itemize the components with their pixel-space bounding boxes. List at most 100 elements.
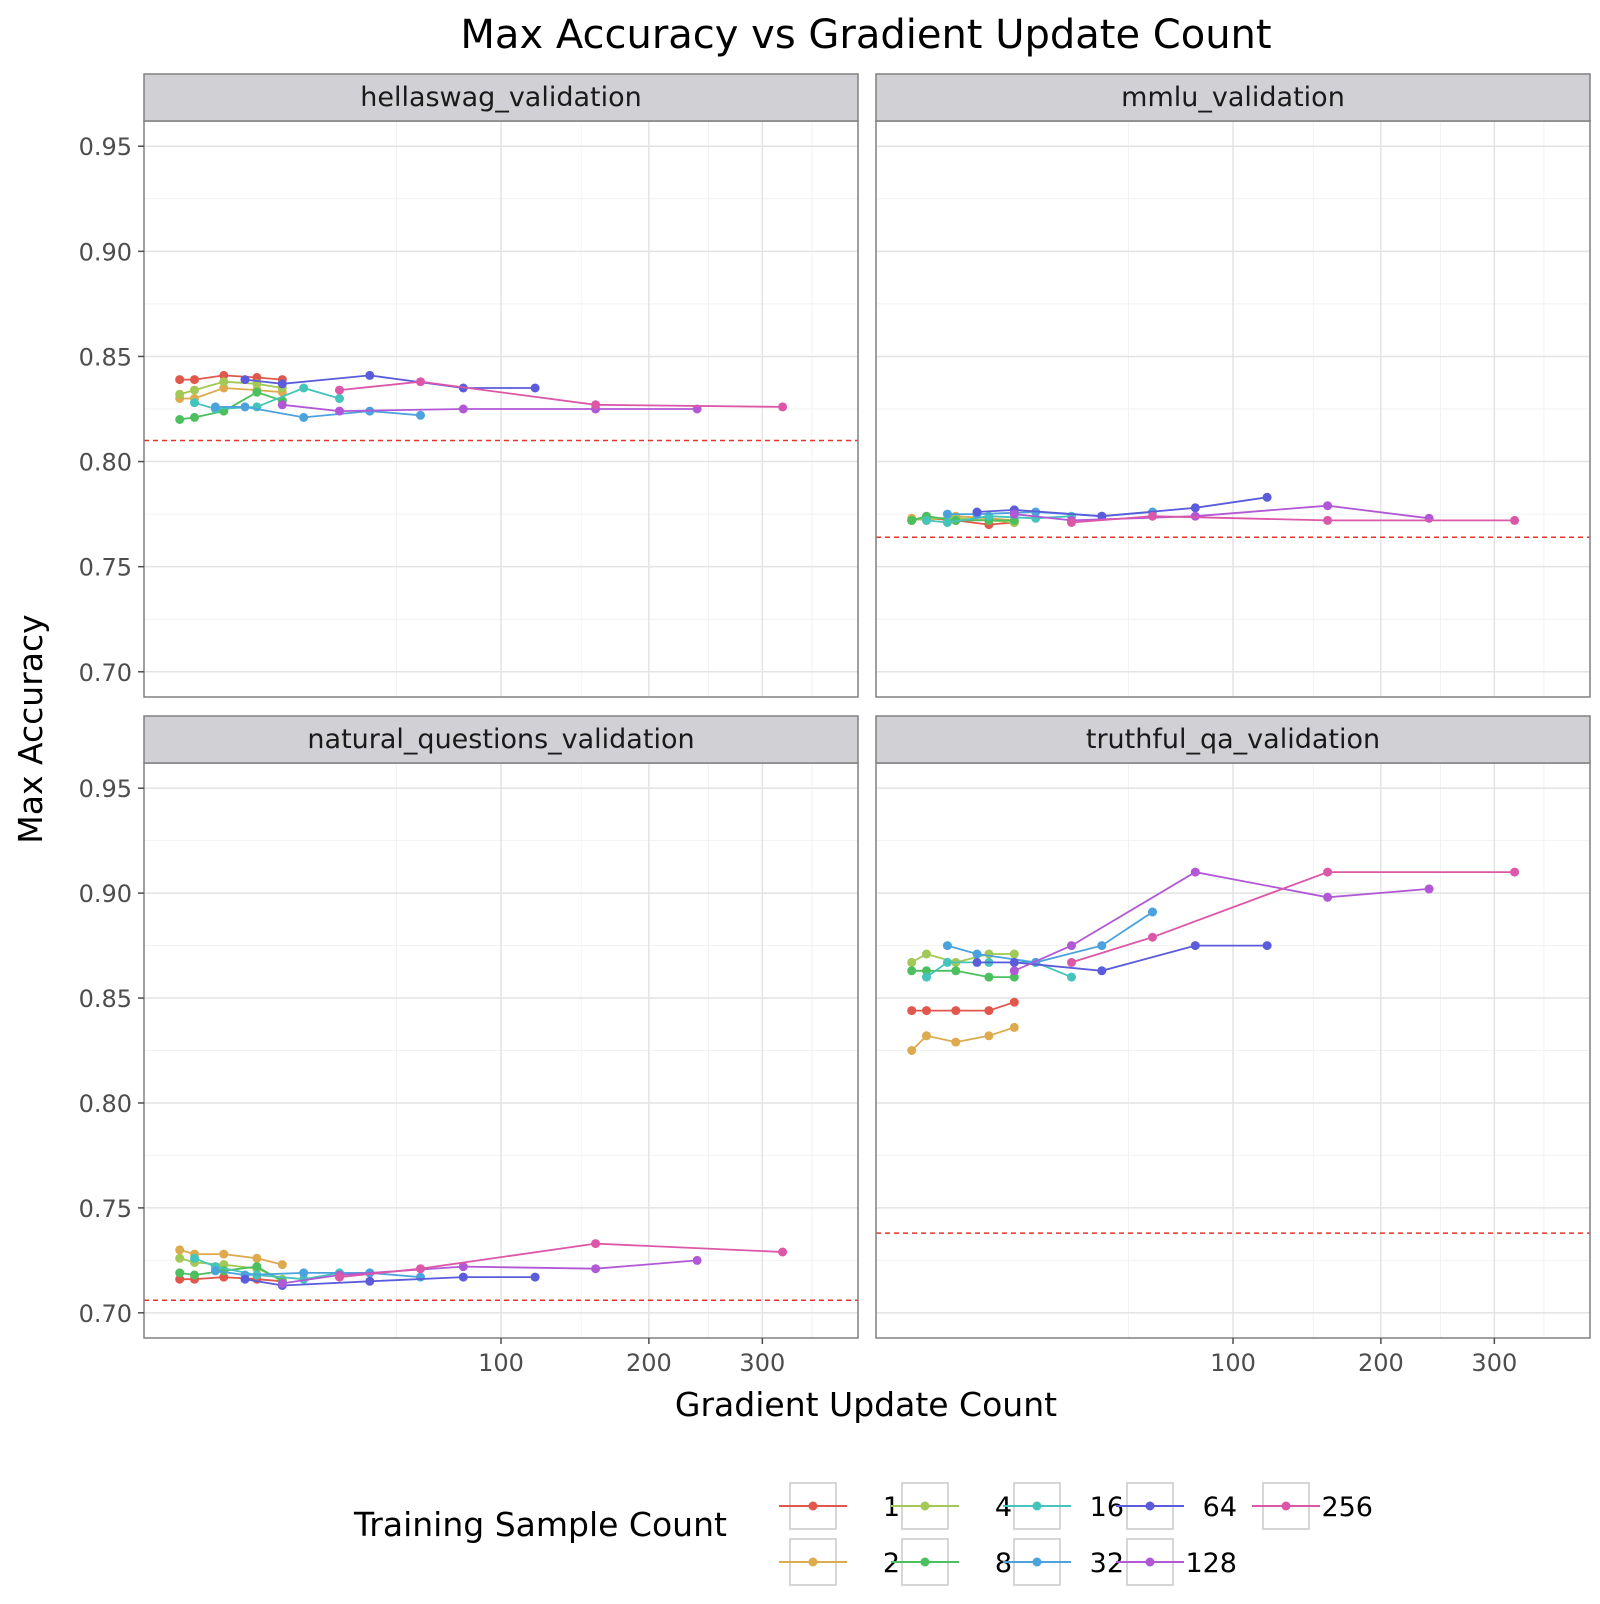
data-point-64 xyxy=(972,507,982,517)
legend-label: 256 xyxy=(1321,1492,1373,1523)
y-tick-label: 0.80 xyxy=(79,449,132,477)
data-point-128 xyxy=(1067,941,1076,951)
series-line-256 xyxy=(339,1242,783,1278)
data-point-2 xyxy=(1009,1022,1019,1032)
data-point-8 xyxy=(922,966,931,976)
data-point-2 xyxy=(252,1253,262,1263)
series-line-256 xyxy=(339,380,783,408)
y-tick-label: 0.85 xyxy=(79,985,132,1013)
legend-item-2: 2 xyxy=(779,1538,900,1586)
y-tick-label: 0.85 xyxy=(79,343,132,371)
y-tick-label: 0.75 xyxy=(79,1195,132,1223)
data-point-64 xyxy=(458,1272,468,1282)
data-point-64 xyxy=(972,957,982,967)
data-point-256 xyxy=(1510,515,1520,525)
data-point-1 xyxy=(907,1006,917,1016)
series-line-256 xyxy=(1071,871,1515,964)
data-point-16 xyxy=(299,383,309,393)
data-point-32 xyxy=(416,1272,425,1282)
data-point-256 xyxy=(1067,518,1076,527)
legend-title: Training Sample Count xyxy=(353,1505,727,1544)
data-point-2 xyxy=(277,1260,287,1270)
x-tick-label: 200 xyxy=(626,1349,672,1377)
x-axis-label: Gradient Update Count xyxy=(675,1385,1057,1424)
data-point-32 xyxy=(942,509,952,519)
y-tick-label: 0.70 xyxy=(79,1300,132,1328)
data-point-128 xyxy=(335,406,344,416)
x-tick-label: 100 xyxy=(478,1349,524,1377)
data-point-16 xyxy=(922,972,931,982)
data-point-256 xyxy=(778,1247,788,1257)
data-point-4 xyxy=(219,1260,229,1270)
data-point-128 xyxy=(458,404,468,414)
panel-hellaswag_validation: hellaswag_validation 0.70 0.75 0.80 0.85 0.90… xyxy=(79,73,859,698)
data-point-256 xyxy=(335,1272,344,1282)
data-point-4 xyxy=(907,957,917,967)
data-point-4 xyxy=(175,1253,185,1263)
y-tick-label: 0.95 xyxy=(79,775,132,803)
data-point-1 xyxy=(175,1274,185,1284)
data-point-1 xyxy=(922,1006,931,1016)
data-point-128 xyxy=(1424,513,1434,523)
facet-strip xyxy=(875,715,1591,764)
legend-key-point xyxy=(920,1501,930,1511)
data-point-64 xyxy=(530,1272,540,1282)
data-point-128 xyxy=(1424,884,1434,894)
data-point-16 xyxy=(942,518,952,527)
chart-title: Max Accuracy vs Gradient Update Count xyxy=(460,12,1271,58)
data-point-32 xyxy=(210,402,220,412)
data-point-128 xyxy=(458,1262,468,1272)
data-point-16 xyxy=(942,957,952,967)
data-point-32 xyxy=(240,402,250,412)
data-point-1 xyxy=(175,375,185,385)
data-point-64 xyxy=(365,370,375,380)
data-point-256 xyxy=(1067,957,1076,967)
data-point-2 xyxy=(219,383,229,393)
data-point-8 xyxy=(190,1270,199,1280)
y-axis-label: Max Accuracy xyxy=(11,614,50,843)
data-point-4 xyxy=(984,949,994,959)
data-point-8 xyxy=(252,1262,262,1272)
legend-label: 16 xyxy=(1090,1492,1124,1523)
y-tick-label: 0.95 xyxy=(79,133,132,161)
data-point-128 xyxy=(1009,509,1019,519)
facet-strip-label: hellaswag_validation xyxy=(360,82,642,113)
data-point-1 xyxy=(219,370,229,380)
data-point-1 xyxy=(984,1006,994,1016)
data-point-256 xyxy=(1148,932,1157,942)
data-point-2 xyxy=(175,1245,185,1255)
data-point-2 xyxy=(907,1046,917,1055)
facet-strip-label: truthful_qa_validation xyxy=(1086,724,1380,755)
data-point-8 xyxy=(951,966,961,976)
data-point-16 xyxy=(190,1253,199,1263)
data-point-8 xyxy=(984,972,994,982)
data-point-256 xyxy=(1323,515,1333,525)
data-point-8 xyxy=(1009,972,1019,982)
data-point-32 xyxy=(299,412,309,422)
data-point-4 xyxy=(190,385,199,395)
legend-item-64: 64 xyxy=(1116,1482,1237,1530)
data-point-128 xyxy=(1323,892,1333,902)
legend-item-16: 16 xyxy=(1003,1482,1124,1530)
legend-item-32: 32 xyxy=(1003,1538,1124,1586)
data-point-64 xyxy=(1190,503,1200,513)
data-point-1 xyxy=(951,1006,961,1016)
data-point-256 xyxy=(416,377,425,387)
data-point-16 xyxy=(922,515,931,525)
y-tick-label: 0.75 xyxy=(79,554,132,582)
data-point-256 xyxy=(1510,867,1520,877)
legend-label: 128 xyxy=(1185,1548,1237,1579)
data-point-4 xyxy=(175,389,185,399)
legend-key-point xyxy=(1032,1557,1042,1567)
data-point-128 xyxy=(1190,867,1200,877)
data-point-256 xyxy=(778,402,788,412)
data-point-64 xyxy=(240,1274,250,1284)
x-tick-label: 300 xyxy=(1471,1349,1517,1377)
data-point-128 xyxy=(277,400,287,410)
data-point-256 xyxy=(1148,511,1157,521)
x-tick-label: 200 xyxy=(1358,1349,1404,1377)
data-point-32 xyxy=(972,949,982,959)
data-point-32 xyxy=(942,941,952,951)
